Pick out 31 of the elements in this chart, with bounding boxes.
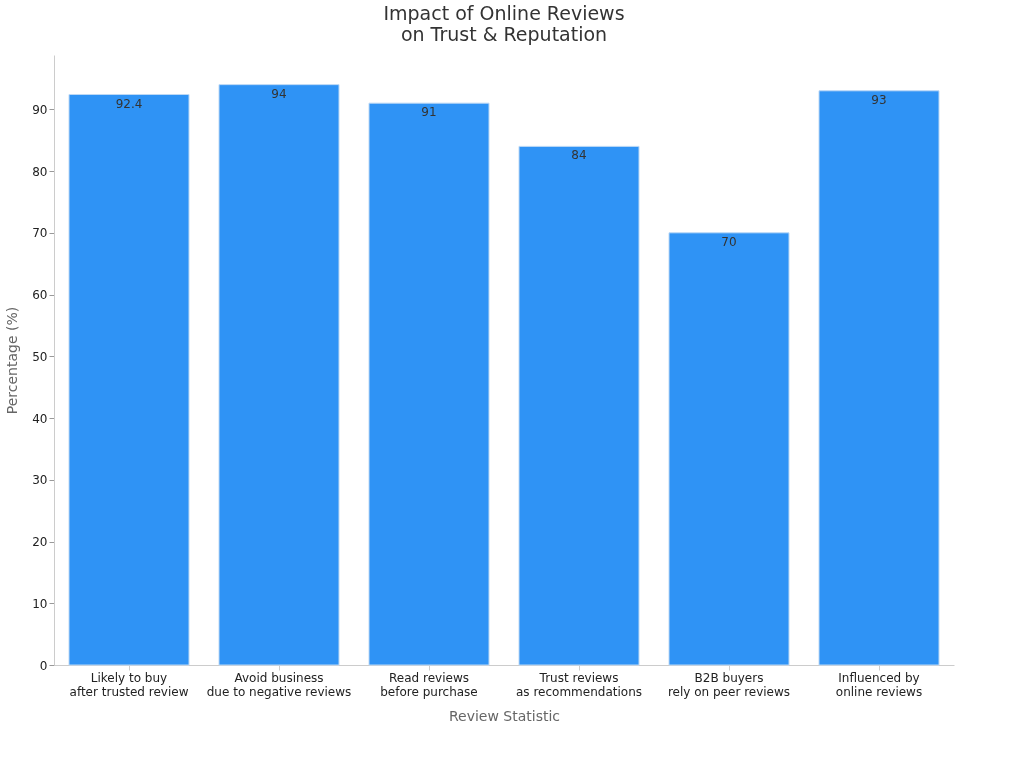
chart-title: Impact of Online Reviews on Trust & Reputation	[383, 2, 625, 45]
y-tick-label: 10	[32, 596, 48, 611]
y-tick-label: 50	[32, 349, 48, 364]
y-tick-label: 60	[32, 288, 48, 303]
bar	[668, 232, 790, 666]
data-label: 70	[721, 234, 737, 249]
data-label: 93	[871, 92, 887, 107]
bar	[818, 90, 940, 666]
x-tick-label: Likely to buy after trusted review	[69, 670, 189, 699]
y-axis-title: Percentage (%)	[4, 306, 21, 415]
data-label: 92.4	[115, 96, 143, 111]
x-tick-label: Influenced by online reviews	[835, 670, 923, 699]
x-tick-label: Read reviews before purchase	[380, 670, 478, 699]
y-tick-label: 30	[32, 473, 48, 488]
y-tick-label: 20	[32, 535, 48, 550]
bar	[518, 145, 640, 666]
bar	[68, 94, 190, 666]
x-tick-label: Avoid business due to negative reviews	[206, 670, 352, 699]
bar	[218, 84, 340, 666]
y-tick-label: 0	[39, 658, 48, 673]
bar	[368, 102, 490, 666]
y-tick-label: 90	[32, 102, 48, 117]
x-axis-title: Review Statistic	[448, 707, 561, 724]
data-label: 91	[421, 105, 437, 120]
x-tick-label: Trust reviews as recommendations	[516, 670, 642, 699]
y-tick-label: 80	[32, 164, 48, 179]
data-label: 94	[271, 86, 287, 101]
data-label: 84	[571, 148, 587, 163]
y-tick-label: 40	[32, 411, 48, 426]
y-tick-label: 70	[32, 226, 48, 241]
x-tick-label: B2B buyers rely on peer reviews	[667, 670, 791, 699]
